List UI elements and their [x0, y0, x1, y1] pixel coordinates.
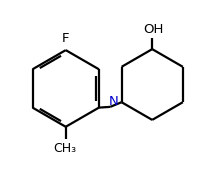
Text: CH₃: CH₃: [53, 142, 76, 155]
Text: N: N: [108, 95, 118, 108]
Text: OH: OH: [143, 23, 163, 36]
Text: F: F: [62, 32, 70, 45]
